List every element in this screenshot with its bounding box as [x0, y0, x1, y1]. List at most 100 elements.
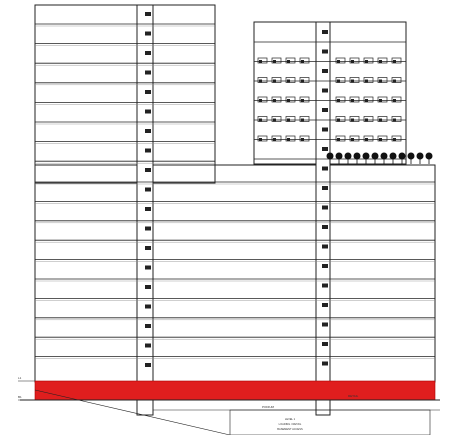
balcony-plant — [393, 79, 396, 83]
left-core-stair-mark — [145, 304, 151, 309]
balcony-rail — [391, 135, 402, 142]
balcony-rail — [363, 116, 374, 122]
balcony-rail — [377, 96, 388, 103]
balcony-rail — [271, 116, 282, 122]
right-core-stair-mark — [322, 244, 328, 249]
left-core-stair-mark — [145, 51, 151, 55]
balcony-plant — [393, 60, 396, 63]
balcony-plant — [287, 99, 290, 102]
balcony-plant — [273, 99, 276, 102]
balcony-rail — [299, 135, 310, 142]
bottom-note-line-1: LEVEL 1 — [285, 417, 296, 421]
balcony-rail — [257, 57, 268, 64]
podium-outline — [34, 164, 436, 383]
roof-tree — [326, 152, 334, 160]
right-core-stair-mark — [322, 166, 328, 171]
balcony-rail — [349, 96, 360, 103]
balcony-plant — [393, 99, 396, 102]
roof-tree — [398, 152, 406, 160]
roof-garden-trees — [326, 152, 433, 164]
balcony-rail — [377, 116, 388, 122]
roof-tree — [380, 152, 388, 160]
balcony-plant — [337, 138, 340, 141]
left-core-stair-mark — [145, 168, 151, 172]
balcony-plant — [287, 138, 290, 141]
balcony-plant — [259, 79, 262, 83]
balcony-plant — [259, 60, 262, 63]
balcony-rail — [299, 116, 310, 122]
balcony-plant — [365, 60, 368, 63]
roof-tree — [335, 152, 343, 160]
roof-tree — [362, 152, 370, 160]
balcony-rail — [391, 57, 402, 64]
roof-tree — [389, 152, 397, 160]
right-core-stair-mark — [322, 69, 328, 73]
balcony-plant — [351, 79, 354, 83]
roof-tree — [425, 152, 433, 160]
balcony-rail — [363, 57, 374, 64]
floor-plates — [35, 23, 435, 359]
level-mark-label-1: L1 — [18, 376, 22, 380]
left-core-stair-mark — [145, 226, 151, 231]
ramp-line — [34, 389, 231, 435]
balcony-rail — [257, 135, 268, 142]
right-core-stair-mark — [322, 205, 328, 210]
left-core-stair-mark — [145, 207, 151, 211]
balcony-plant — [273, 118, 276, 122]
balcony-rail — [257, 116, 268, 122]
balcony-plant — [379, 60, 382, 63]
left-core-stair-mark — [145, 265, 151, 270]
balcony-rail — [335, 96, 346, 103]
left-core-stair-mark — [145, 324, 151, 328]
balcony-rail — [391, 77, 402, 83]
balcony-plant — [301, 138, 304, 141]
right-core-stair-mark — [322, 49, 328, 54]
balcony-plant — [259, 138, 262, 141]
left-core-stair-mark — [145, 70, 151, 75]
right-core-stair-mark — [322, 186, 328, 190]
left-core-stair-mark — [145, 109, 151, 114]
balcony-rail — [335, 57, 346, 64]
balcony-plant — [337, 60, 340, 63]
balcony-rail — [349, 135, 360, 142]
left-core-stair-mark — [145, 285, 151, 289]
balcony-rail — [363, 135, 374, 142]
balcony-rail — [349, 57, 360, 64]
balcony-plant — [337, 99, 340, 102]
right-core-stair-mark — [322, 88, 328, 93]
left-core-stair-mark — [145, 90, 151, 94]
balcony-plant — [273, 60, 276, 63]
balcony-rail — [257, 77, 268, 83]
right-core-stair-mark — [322, 342, 328, 346]
balcony-plant — [351, 60, 354, 63]
balcony-rail — [285, 57, 296, 64]
right-core-stair-mark — [322, 303, 328, 307]
balcony-plant — [379, 99, 382, 102]
right-core-stair-mark — [322, 225, 328, 229]
highlighted-level-band — [34, 380, 436, 401]
right-core-stair-mark — [322, 108, 328, 112]
left-core-stair-mark — [145, 343, 151, 348]
balcony-rail — [299, 57, 310, 64]
balcony-rail — [285, 77, 296, 83]
balcony-plant — [337, 118, 340, 122]
balcony-plant — [301, 79, 304, 83]
balcony-rail — [349, 77, 360, 83]
balcony-plant — [379, 118, 382, 122]
balcony-plant — [287, 79, 290, 83]
roof-tree — [416, 152, 424, 160]
right-core-stair-mark — [322, 127, 328, 132]
balcony-rail — [299, 77, 310, 83]
balcony-rail — [377, 135, 388, 142]
balcony-plant — [259, 99, 262, 102]
balcony-rail — [335, 77, 346, 83]
balcony-plant — [273, 138, 276, 141]
balcony-rail — [349, 116, 360, 122]
balcony-rail — [285, 135, 296, 142]
basement-box — [229, 409, 431, 435]
balcony-plant — [365, 79, 368, 83]
balcony-plant — [393, 118, 396, 122]
left-core-stair-mark — [145, 187, 151, 192]
podium-label: PODIUM — [262, 405, 275, 409]
